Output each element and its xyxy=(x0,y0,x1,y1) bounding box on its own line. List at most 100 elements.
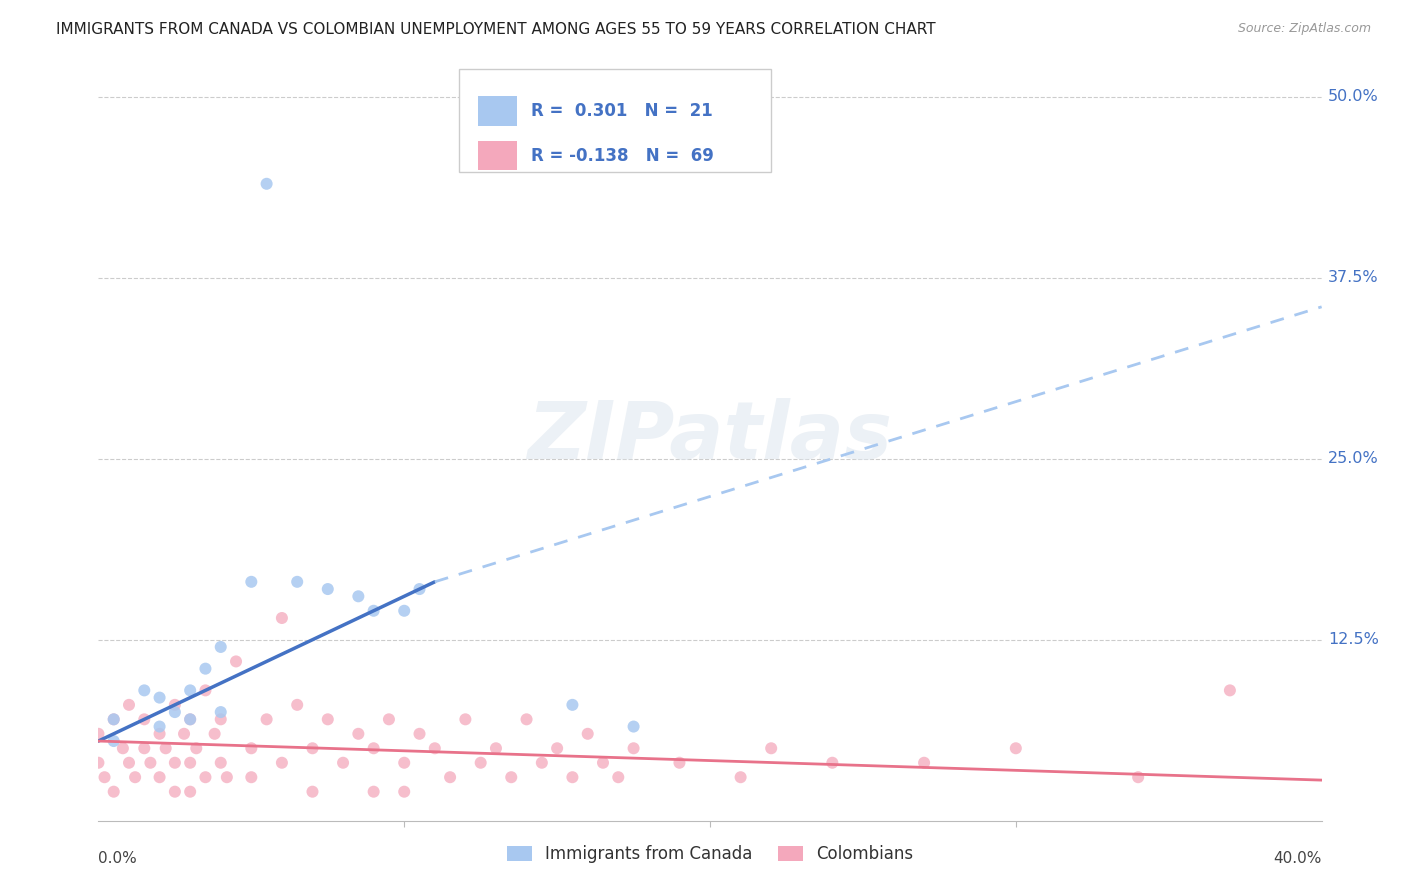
Point xyxy=(179,683,201,698)
Point xyxy=(139,756,162,770)
Point xyxy=(623,720,645,734)
Point xyxy=(240,574,263,589)
Point xyxy=(103,734,125,748)
Point xyxy=(149,770,172,784)
Point xyxy=(347,727,370,741)
Point xyxy=(111,741,134,756)
Text: R =  0.301   N =  21: R = 0.301 N = 21 xyxy=(531,102,713,120)
Point xyxy=(163,756,186,770)
Point xyxy=(209,756,232,770)
Text: IMMIGRANTS FROM CANADA VS COLOMBIAN UNEMPLOYMENT AMONG AGES 55 TO 59 YEARS CORRE: IMMIGRANTS FROM CANADA VS COLOMBIAN UNEM… xyxy=(56,22,936,37)
Point xyxy=(103,712,125,726)
Point xyxy=(179,756,201,770)
Point xyxy=(392,604,416,618)
Point xyxy=(240,741,263,756)
Point xyxy=(821,756,844,770)
Point xyxy=(134,683,156,698)
Point xyxy=(316,582,339,596)
Text: Source: ZipAtlas.com: Source: ZipAtlas.com xyxy=(1237,22,1371,36)
Point xyxy=(124,770,146,784)
Point xyxy=(87,756,110,770)
Point xyxy=(149,720,172,734)
Point xyxy=(103,712,125,726)
Point xyxy=(301,785,323,799)
Point xyxy=(301,741,323,756)
Point xyxy=(730,770,752,784)
Point xyxy=(363,741,385,756)
Point xyxy=(561,698,583,712)
Point xyxy=(392,756,416,770)
Point xyxy=(256,712,278,726)
Point xyxy=(194,662,217,676)
Text: 0.0%: 0.0% xyxy=(98,851,138,866)
Point xyxy=(501,770,523,784)
Point xyxy=(592,756,614,770)
Point xyxy=(423,741,446,756)
Point xyxy=(270,611,292,625)
Point xyxy=(576,727,599,741)
Point xyxy=(134,741,156,756)
Point xyxy=(363,604,385,618)
Point xyxy=(363,785,385,799)
Point xyxy=(623,741,645,756)
Point xyxy=(759,741,782,756)
Point xyxy=(179,785,201,799)
Point xyxy=(204,727,226,741)
Point xyxy=(209,640,232,654)
Point xyxy=(163,698,186,712)
Point xyxy=(1004,741,1026,756)
Point xyxy=(256,177,278,191)
Point xyxy=(285,574,308,589)
Point xyxy=(134,712,156,726)
Point xyxy=(87,727,110,741)
Text: 12.5%: 12.5% xyxy=(1327,632,1379,648)
Point xyxy=(439,770,461,784)
Point xyxy=(225,655,247,669)
Text: ZIPatlas: ZIPatlas xyxy=(527,398,893,476)
Point xyxy=(912,756,935,770)
Point xyxy=(194,770,217,784)
Point xyxy=(209,712,232,726)
Point xyxy=(215,770,238,784)
Point xyxy=(408,582,430,596)
Point xyxy=(378,712,401,726)
Point xyxy=(1128,770,1150,784)
FancyBboxPatch shape xyxy=(460,69,772,172)
Point xyxy=(270,756,292,770)
Bar xyxy=(478,96,517,126)
Point xyxy=(546,741,568,756)
Text: 37.5%: 37.5% xyxy=(1327,270,1378,285)
Bar xyxy=(478,141,517,170)
Point xyxy=(607,770,630,784)
Point xyxy=(149,727,172,741)
Point xyxy=(149,690,172,705)
Point xyxy=(285,698,308,712)
Point xyxy=(179,712,201,726)
Point xyxy=(561,770,583,784)
Point xyxy=(392,785,416,799)
Point xyxy=(240,770,263,784)
Point xyxy=(454,712,477,726)
Legend: Immigrants from Canada, Colombians: Immigrants from Canada, Colombians xyxy=(501,838,920,870)
Point xyxy=(347,589,370,603)
Text: 25.0%: 25.0% xyxy=(1327,451,1378,467)
Point xyxy=(530,756,553,770)
Point xyxy=(209,705,232,719)
Text: 40.0%: 40.0% xyxy=(1274,851,1322,866)
Point xyxy=(118,698,141,712)
Point xyxy=(93,770,115,784)
Point xyxy=(668,756,690,770)
Point xyxy=(470,756,492,770)
Point xyxy=(103,785,125,799)
Point xyxy=(155,741,177,756)
Point xyxy=(316,712,339,726)
Point xyxy=(332,756,354,770)
Point xyxy=(516,712,538,726)
Point xyxy=(173,727,195,741)
Point xyxy=(485,741,508,756)
Text: R = -0.138   N =  69: R = -0.138 N = 69 xyxy=(531,146,714,164)
Point xyxy=(194,683,217,698)
Point xyxy=(186,741,208,756)
Point xyxy=(163,785,186,799)
Point xyxy=(408,727,430,741)
